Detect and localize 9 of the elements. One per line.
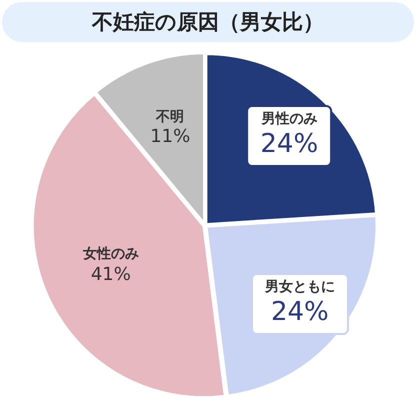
chart-title: 不妊症の原因（男女比） bbox=[2, 2, 414, 42]
data-label: 24% bbox=[270, 296, 330, 329]
data-label: 41% bbox=[90, 264, 132, 286]
slice-label: 男女ともに bbox=[264, 278, 335, 296]
slice-label: 不明 bbox=[154, 108, 186, 126]
slice-label: 男性のみ bbox=[260, 110, 318, 128]
data-label: 24% bbox=[260, 128, 318, 161]
slice-label: 女性のみ bbox=[82, 246, 139, 264]
data-label: 11% bbox=[150, 126, 190, 149]
